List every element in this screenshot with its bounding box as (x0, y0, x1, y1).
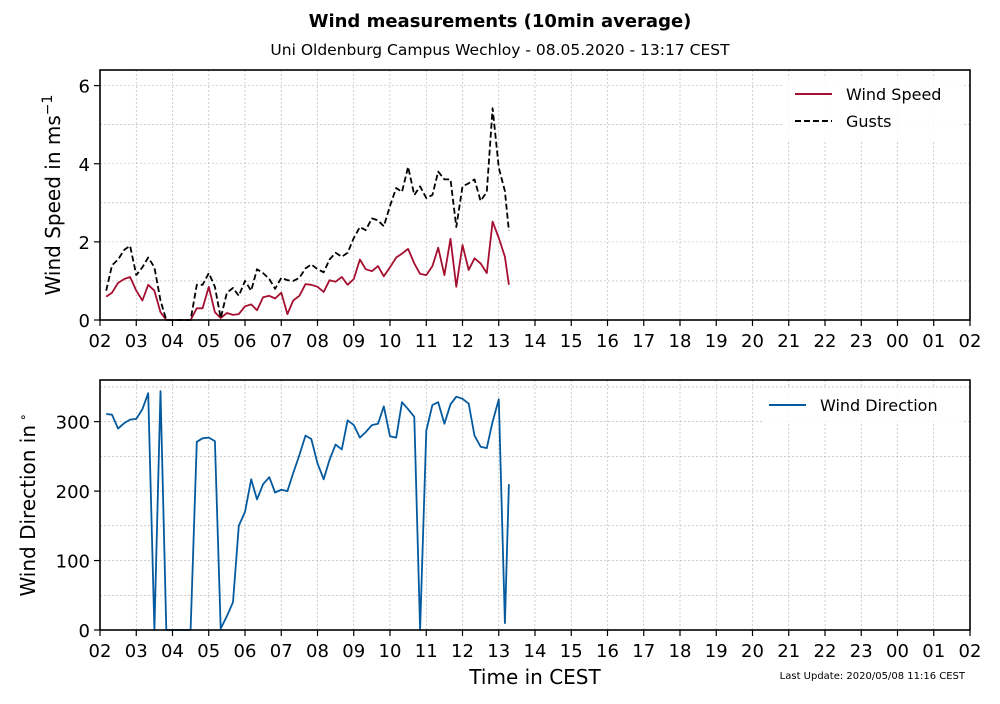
direction-x-tick-label: 14 (524, 641, 547, 662)
series-line-wind-direction (106, 390, 510, 631)
direction-x-tick-label: 12 (451, 641, 474, 662)
direction-x-tick-label: 01 (922, 641, 945, 662)
chart-title: Wind measurements (10min average) (309, 11, 692, 32)
direction-x-tick-label: 07 (270, 641, 293, 662)
speed-x-tick-label: 02 (89, 331, 112, 352)
direction-y-tick-label: 300 (56, 413, 90, 434)
direction-y-tick-label: 100 (56, 552, 90, 573)
direction-x-tick-label: 11 (415, 641, 438, 662)
speed-y-tick-label: 2 (79, 233, 90, 254)
speed-x-tick-label: 17 (632, 331, 655, 352)
speed-y-tick-label: 4 (79, 155, 90, 176)
speed-x-tick-label: 12 (451, 331, 474, 352)
speed-x-tick-label: 11 (415, 331, 438, 352)
speed-x-tick-label: 19 (705, 331, 728, 352)
speed-x-tick-label: 07 (270, 331, 293, 352)
speed-x-tick-label: 03 (125, 331, 148, 352)
speed-x-tick-label: 05 (197, 331, 220, 352)
speed-ylabel-superscript: −1 (40, 95, 56, 116)
direction-x-tick-label: 02 (959, 641, 982, 662)
speed-x-tick-label: 22 (814, 331, 837, 352)
direction-x-tick-label: 23 (850, 641, 873, 662)
speed-x-tick-label: 09 (342, 331, 365, 352)
speed-x-tick-label: 08 (306, 331, 329, 352)
speed-y-tick-label: 0 (79, 311, 90, 332)
direction-y-tick-label: 200 (56, 482, 90, 503)
direction-x-tick-label: 13 (487, 641, 510, 662)
speed-x-tick-label: 06 (234, 331, 257, 352)
direction-x-tick-label: 00 (886, 641, 909, 662)
series-line-gusts (105, 107, 510, 321)
speed-ticks: 02 03 04 05 06 07 08 09 10 11 12 13 14 15 16 17 18 19 20 21… (79, 77, 982, 352)
direction-plot (106, 390, 510, 631)
speed-ylabel: Wind Speed in ms−1 (40, 95, 65, 296)
direction-x-tick-label: 21 (777, 641, 800, 662)
direction-x-tick-label: 02 (89, 641, 112, 662)
chart-subtitle: Uni Oldenburg Campus Wechloy - 08.05.202… (270, 41, 730, 59)
speed-x-tick-label: 15 (560, 331, 583, 352)
speed-y-tick-label: 6 (79, 77, 90, 98)
direction-x-tick-label: 18 (669, 641, 692, 662)
speed-x-tick-label: 02 (959, 331, 982, 352)
speed-plot (105, 107, 510, 321)
direction-x-tick-label: 16 (596, 641, 619, 662)
speed-x-tick-label: 14 (524, 331, 547, 352)
legend-label-gusts: Gusts (846, 112, 891, 131)
direction-xlabel: Time in CEST (468, 665, 601, 689)
direction-x-tick-label: 06 (234, 641, 257, 662)
direction-ylabel: Wind Direction in∘ (16, 413, 40, 596)
speed-x-tick-label: 04 (161, 331, 184, 352)
direction-legend: Wind Direction (762, 388, 962, 424)
series-line-wind-speed (105, 220, 510, 321)
last-update-footer: Last Update: 2020/05/08 11:16 CEST (780, 671, 966, 682)
direction-x-tick-label: 17 (632, 641, 655, 662)
direction-x-tick-label: 05 (197, 641, 220, 662)
speed-x-tick-label: 21 (777, 331, 800, 352)
speed-x-tick-label: 01 (922, 331, 945, 352)
direction-ticks: 02 03 04 05 06 07 08 09 10 11 12 13 14 15 16 17 18 19 20 21… (56, 413, 982, 662)
direction-x-tick-label: 03 (125, 641, 148, 662)
speed-x-tick-label: 23 (850, 331, 873, 352)
direction-x-tick-label: 04 (161, 641, 184, 662)
speed-x-tick-label: 13 (487, 331, 510, 352)
direction-x-tick-label: 22 (814, 641, 837, 662)
speed-legend: Wind Speed Gusts (782, 78, 962, 140)
direction-x-tick-label: 19 (705, 641, 728, 662)
legend-label-wind-direction: Wind Direction (820, 396, 938, 415)
direction-ylabel-superscript: ∘ (16, 413, 30, 421)
speed-x-tick-label: 00 (886, 331, 909, 352)
direction-x-tick-label: 15 (560, 641, 583, 662)
speed-x-tick-label: 16 (596, 331, 619, 352)
speed-x-tick-label: 20 (741, 331, 764, 352)
direction-x-tick-label: 20 (741, 641, 764, 662)
direction-y-tick-label: 0 (79, 621, 90, 642)
legend-label-wind-speed: Wind Speed (846, 85, 941, 104)
direction-x-tick-label: 08 (306, 641, 329, 662)
direction-x-tick-label: 10 (379, 641, 402, 662)
direction-x-tick-label: 09 (342, 641, 365, 662)
speed-x-tick-label: 10 (379, 331, 402, 352)
speed-x-tick-label: 18 (669, 331, 692, 352)
